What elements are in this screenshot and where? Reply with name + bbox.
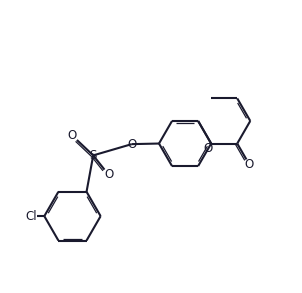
Text: O: O <box>68 129 77 142</box>
Text: S: S <box>89 149 97 162</box>
Text: O: O <box>244 158 254 171</box>
Text: Cl: Cl <box>26 209 37 223</box>
Text: O: O <box>127 138 137 151</box>
Text: O: O <box>204 142 213 155</box>
Text: O: O <box>104 168 113 181</box>
